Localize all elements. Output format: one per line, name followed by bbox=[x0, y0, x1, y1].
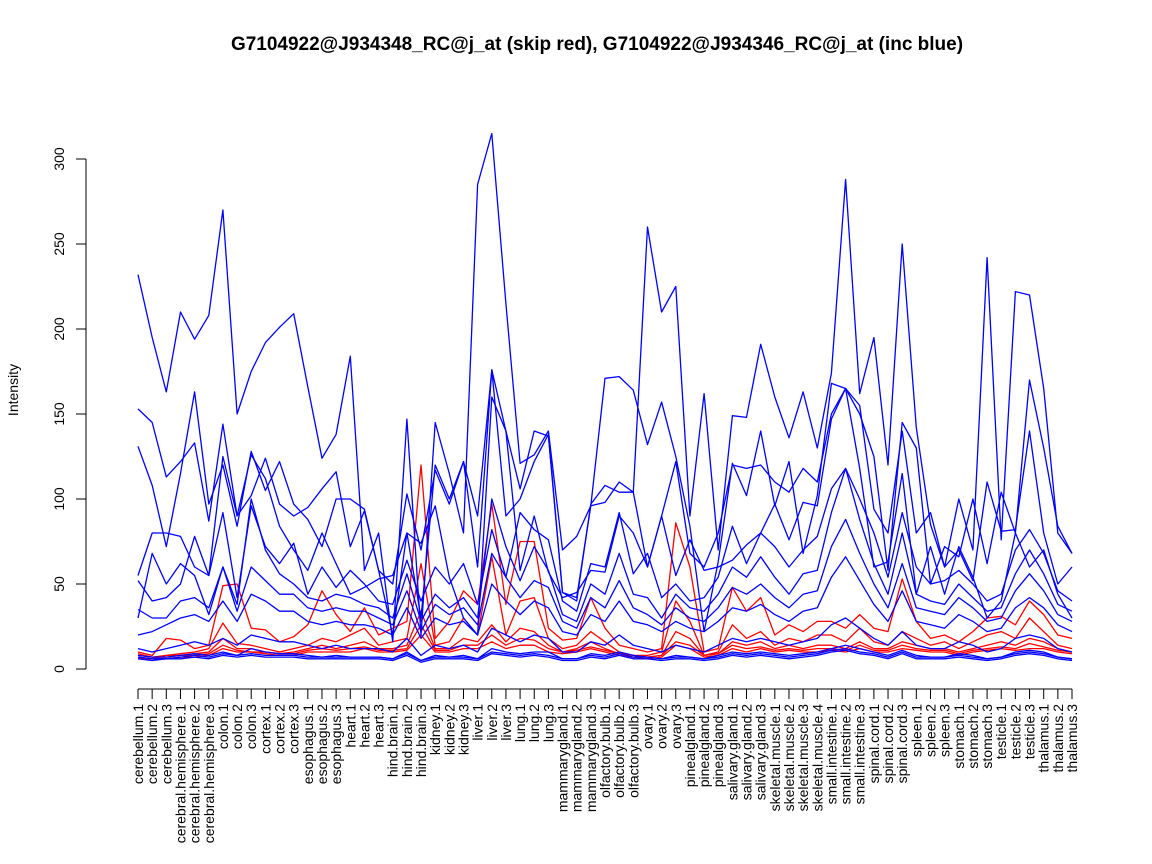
x-tick-label: skeletal.muscle.2 bbox=[781, 704, 797, 812]
series-line-inc-13 bbox=[137, 617, 1073, 657]
x-tick-label: mammarygland.2 bbox=[569, 704, 585, 812]
x-tick-label: olfactory.bulb.3 bbox=[625, 704, 641, 798]
series-line-inc-9 bbox=[137, 467, 1073, 612]
series-line-skip-0 bbox=[137, 464, 1073, 657]
x-tick-label: skeletal.muscle.1 bbox=[767, 704, 783, 812]
x-tick-label: cortex.1 bbox=[257, 704, 273, 754]
x-tick-label: colon.3 bbox=[243, 704, 259, 749]
x-tick-label: esophagus.2 bbox=[314, 704, 330, 784]
y-axis: 0 50 100 150 200 250 300 bbox=[51, 147, 87, 673]
x-tick-label: esophagus.1 bbox=[300, 704, 316, 784]
x-tick-label: spinal.cord.3 bbox=[894, 704, 910, 784]
x-tick-label: colon.1 bbox=[215, 704, 231, 749]
x-tick-label: cerebellum.2 bbox=[144, 704, 160, 784]
x-tick-label: small.intestine.2 bbox=[838, 704, 854, 805]
x-tick-label: lung.3 bbox=[540, 704, 556, 742]
x-tick-label: cerebellum.1 bbox=[130, 704, 146, 784]
x-tick-label: kidney.2 bbox=[441, 704, 457, 755]
x-tick-label: hind.brain.2 bbox=[399, 704, 415, 777]
x-tick-label: olfactory.bulb.1 bbox=[597, 704, 613, 798]
x-tick-label: kidney.3 bbox=[455, 704, 471, 755]
series-line-inc-6 bbox=[137, 369, 1073, 636]
x-tick-label: olfactory.bulb.2 bbox=[611, 704, 627, 798]
x-tick-label: mammarygland.3 bbox=[583, 704, 599, 812]
x-tick-label: kidney.1 bbox=[427, 704, 443, 755]
x-tick-label: salivary.gland.3 bbox=[753, 704, 769, 800]
x-tick-label: testicle.3 bbox=[1022, 704, 1038, 759]
x-tick-label: small.intestine.3 bbox=[852, 704, 868, 805]
series-line-inc-11 bbox=[137, 518, 1073, 633]
x-tick-label: hind.brain.1 bbox=[385, 704, 401, 777]
x-tick-label: heart.2 bbox=[356, 704, 372, 748]
x-tick-label: colon.2 bbox=[229, 704, 245, 749]
x-tick-label: lung.1 bbox=[512, 704, 528, 742]
x-tick-label: testicle.2 bbox=[1007, 704, 1023, 759]
series-line-inc-16 bbox=[137, 647, 1073, 662]
x-tick-label: pinealgland.2 bbox=[696, 704, 712, 788]
x-tick-label: stomach.1 bbox=[951, 704, 967, 769]
y-tick-label: 0 bbox=[51, 665, 67, 673]
chart-title: G7104922@J934348_RC@j_at (skip red), G71… bbox=[231, 34, 963, 55]
series-line-inc-10 bbox=[137, 467, 1073, 623]
x-tick-label: thalamus.2 bbox=[1050, 704, 1066, 773]
series-line-inc-12 bbox=[137, 556, 1073, 640]
x-tick-label: spleen.3 bbox=[937, 704, 953, 757]
y-tick-label: 300 bbox=[51, 147, 67, 171]
x-tick-label: pinealgland.3 bbox=[710, 704, 726, 788]
x-tick-label: cortex.2 bbox=[272, 704, 288, 754]
series-line-inc-15 bbox=[137, 649, 1073, 663]
x-tick-label: stomach.2 bbox=[965, 704, 981, 769]
series-line-inc-7 bbox=[137, 369, 1073, 602]
x-tick-label: liver.3 bbox=[498, 704, 514, 741]
x-tick-label: liver.2 bbox=[484, 704, 500, 741]
x-tick-label: skeletal.muscle.3 bbox=[795, 704, 811, 812]
x-tick-label: salivary.gland.2 bbox=[739, 704, 755, 800]
x-tick-label: spleen.1 bbox=[908, 704, 924, 757]
y-tick-label: 50 bbox=[51, 576, 67, 592]
x-tick-label: small.intestine.1 bbox=[823, 704, 839, 805]
x-tick-label: spleen.2 bbox=[922, 704, 938, 757]
x-tick-label: heart.1 bbox=[342, 704, 358, 748]
x-tick-label: esophagus.3 bbox=[328, 704, 344, 784]
x-tick-label: stomach.3 bbox=[979, 704, 995, 769]
x-tick-label: pinealgland.1 bbox=[682, 704, 698, 788]
x-tick-label: cerebral.hemisphere.2 bbox=[187, 704, 203, 844]
series-line-inc-8 bbox=[137, 387, 1073, 636]
x-tick-label: lung.2 bbox=[526, 704, 542, 742]
x-tick-label: heart.3 bbox=[371, 704, 387, 748]
x-tick-label: cortex.3 bbox=[286, 704, 302, 754]
x-tick-label: thalamus.1 bbox=[1036, 704, 1052, 773]
series-line-skip-1 bbox=[137, 556, 1073, 660]
y-tick-label: 100 bbox=[51, 487, 67, 511]
y-tick-label: 150 bbox=[51, 402, 67, 426]
x-axis: cerebellum.1cerebellum.2cerebellum.3cere… bbox=[130, 688, 1080, 844]
x-tick-label: salivary.gland.1 bbox=[724, 704, 740, 800]
x-tick-label: spinal.cord.2 bbox=[880, 704, 896, 784]
y-tick-label: 250 bbox=[51, 232, 67, 256]
x-tick-label: mammarygland.1 bbox=[555, 704, 571, 812]
series-line-inc-5 bbox=[137, 132, 1073, 643]
y-axis-label: Intensity bbox=[5, 364, 21, 416]
series-line-inc-14 bbox=[137, 644, 1073, 662]
x-tick-label: liver.1 bbox=[470, 704, 486, 741]
x-tick-label: cerebral.hemisphere.1 bbox=[172, 704, 188, 844]
x-tick-label: ovary.1 bbox=[639, 704, 655, 749]
x-tick-label: cerebral.hemisphere.3 bbox=[201, 704, 217, 844]
x-tick-label: cerebellum.3 bbox=[158, 704, 174, 784]
x-tick-label: spinal.cord.1 bbox=[866, 704, 882, 784]
x-tick-label: thalamus.3 bbox=[1064, 704, 1080, 773]
x-tick-label: hind.brain.3 bbox=[413, 704, 429, 777]
x-tick-label: ovary.3 bbox=[668, 704, 684, 749]
series-lines bbox=[137, 132, 1073, 663]
x-tick-label: ovary.2 bbox=[654, 704, 670, 749]
x-tick-label: skeletal.muscle.4 bbox=[809, 704, 825, 812]
x-tick-label: testicle.1 bbox=[993, 704, 1009, 759]
y-tick-label: 200 bbox=[51, 317, 67, 341]
